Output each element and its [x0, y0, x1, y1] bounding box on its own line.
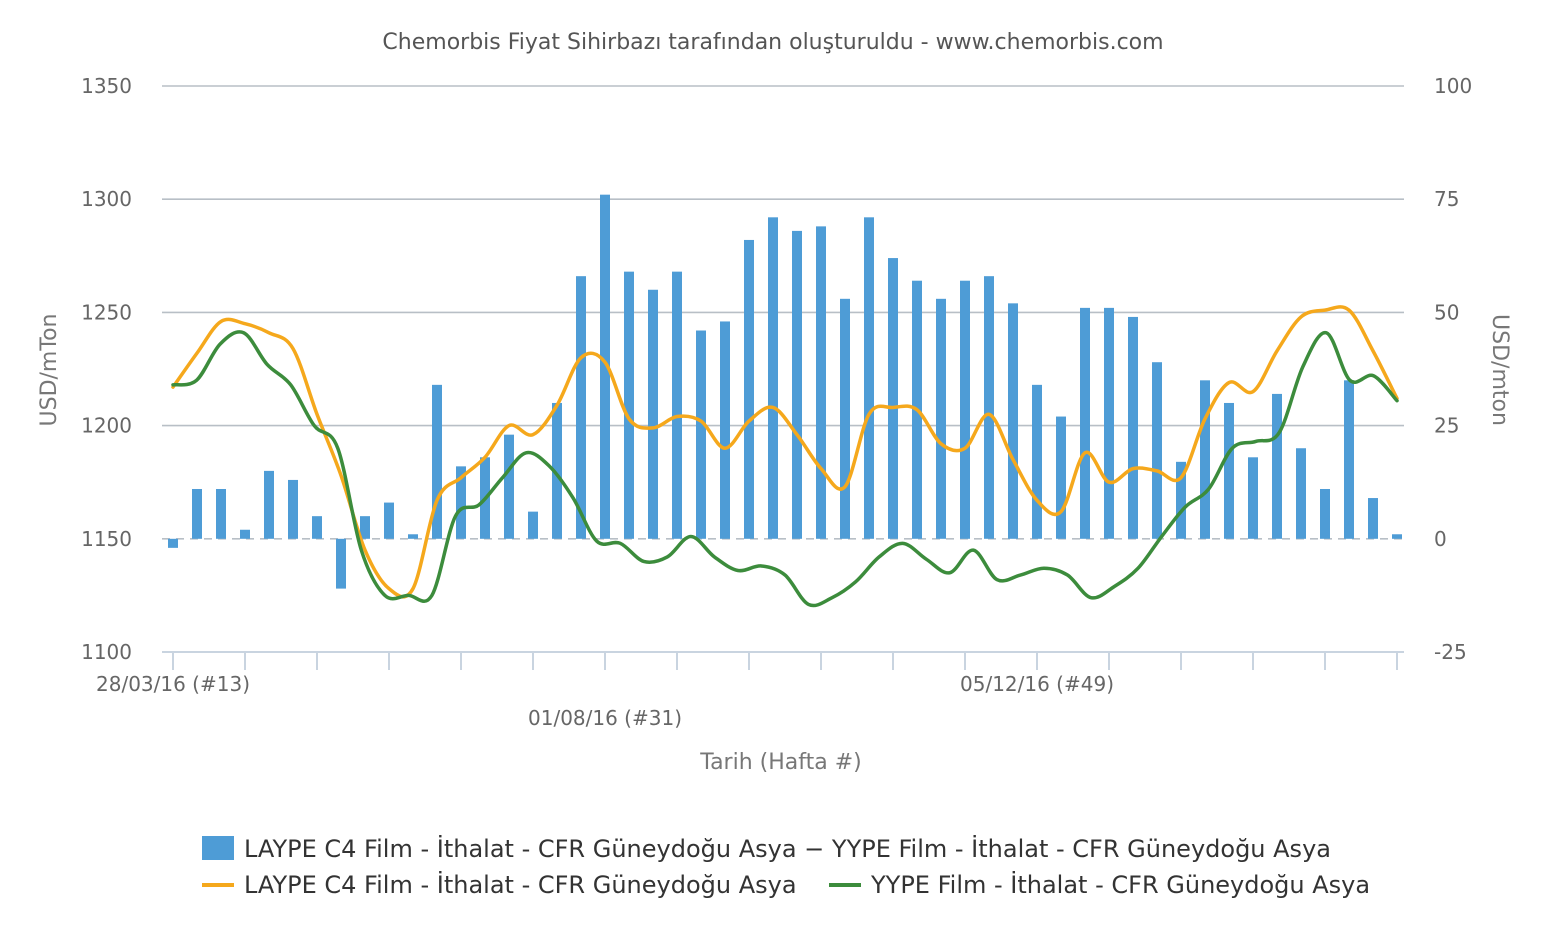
bar — [816, 226, 826, 539]
bar — [1152, 362, 1162, 539]
legend-label-laype: LAYPE C4 Film - İthalat - CFR Güneydoğu … — [244, 870, 797, 899]
legend-swatch-bars — [202, 836, 234, 860]
bar — [264, 470, 274, 539]
y-tick-label-right: 75 — [1434, 187, 1459, 211]
bar — [720, 321, 730, 539]
bar — [312, 516, 322, 539]
y-tick-label-left: 1100 — [81, 640, 132, 664]
bar — [504, 434, 514, 539]
bar — [1056, 416, 1066, 539]
chart-title: Chemorbis Fiyat Sihirbazı tarafından olu… — [382, 30, 1163, 55]
y-tick-label-right: 25 — [1434, 414, 1459, 438]
y-tick-label-left: 1350 — [81, 74, 132, 98]
bar — [216, 488, 226, 539]
bar — [456, 466, 466, 539]
legend-label-bars: LAYPE C4 Film - İthalat - CFR Güneydoğu … — [244, 834, 1331, 863]
line-yype — [171, 330, 1399, 608]
bar — [576, 276, 586, 539]
bar — [984, 276, 994, 539]
x-axis-title: Tarih (Hafta #) — [699, 750, 861, 775]
y-axis-left-title: USD/mTon — [37, 314, 62, 427]
legend-label-yype: YYPE Film - İthalat - CFR Güneydoğu Asya — [870, 870, 1370, 899]
bar-series — [168, 194, 1402, 589]
bar — [696, 330, 706, 539]
grid-lines — [162, 85, 1404, 540]
bar — [1368, 498, 1378, 539]
bar — [1296, 448, 1306, 539]
bar — [1344, 380, 1354, 539]
bar — [1032, 384, 1042, 539]
y-tick-label-right: -25 — [1434, 640, 1467, 664]
y-tick-label-right: 100 — [1434, 74, 1472, 98]
bar — [672, 271, 682, 539]
x-tick-label: 01/08/16 (#31) — [528, 706, 682, 730]
bar — [792, 230, 802, 539]
bar — [1392, 534, 1402, 539]
bar — [1224, 402, 1234, 539]
y-axis-right-title: USD/mton — [1487, 314, 1512, 426]
y-tick-label-right: 0 — [1434, 527, 1447, 551]
y-tick-label-left: 1300 — [81, 187, 132, 211]
bar — [1128, 316, 1138, 539]
bar — [384, 502, 394, 539]
bar — [888, 258, 898, 539]
bar — [288, 479, 298, 539]
y-tick-label-left: 1150 — [81, 527, 132, 551]
y-tick-label-right: 50 — [1434, 300, 1459, 324]
bar — [600, 194, 610, 539]
line-laype — [171, 305, 1399, 599]
bar — [1200, 380, 1210, 539]
axes: 1350 100 1300 75 1250 50 1200 25 1150 0 1100 -25 28/… — [81, 74, 1472, 730]
bar — [864, 217, 874, 539]
bar — [840, 298, 850, 539]
bar — [624, 271, 634, 539]
bar — [336, 538, 346, 589]
legend-item-bars[interactable]: LAYPE C4 Film - İthalat - CFR Güneydoğu … — [202, 834, 1331, 863]
bar — [648, 289, 658, 539]
bar — [528, 511, 538, 539]
bar — [1104, 307, 1114, 539]
bar — [432, 384, 442, 539]
bar — [768, 217, 778, 539]
legend[interactable]: LAYPE C4 Film - İthalat - CFR Güneydoğu … — [202, 834, 1370, 899]
bar — [1272, 393, 1282, 539]
bar — [168, 538, 178, 548]
y-tick-label-left: 1250 — [81, 300, 132, 324]
bar — [1008, 303, 1018, 539]
bar — [1320, 488, 1330, 539]
bar — [1176, 461, 1186, 539]
bar — [360, 516, 370, 539]
bar — [960, 280, 970, 539]
x-tick-label: 05/12/16 (#49) — [960, 672, 1114, 696]
bar — [936, 298, 946, 539]
bar — [408, 534, 418, 539]
bar — [552, 402, 562, 539]
bar — [240, 529, 250, 539]
bar — [192, 488, 202, 539]
legend-item-yype[interactable]: YYPE Film - İthalat - CFR Güneydoğu Asya — [829, 870, 1370, 899]
line-series — [171, 305, 1399, 608]
bar — [1080, 307, 1090, 539]
y-tick-label-left: 1200 — [81, 414, 132, 438]
legend-item-laype[interactable]: LAYPE C4 Film - İthalat - CFR Güneydoğu … — [202, 870, 797, 899]
x-tick-label: 28/03/16 (#13) — [96, 672, 250, 696]
bar — [1248, 457, 1258, 539]
bar — [744, 239, 754, 539]
